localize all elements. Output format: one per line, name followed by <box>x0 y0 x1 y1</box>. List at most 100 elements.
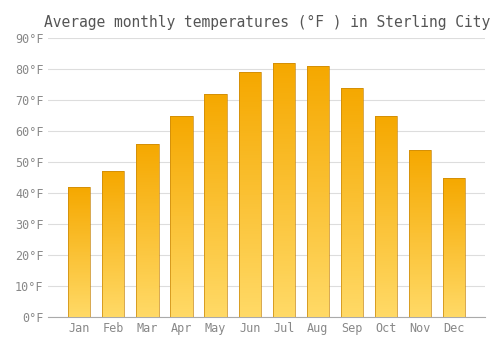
Bar <box>375 122 397 124</box>
Bar <box>341 177 363 180</box>
Bar <box>204 246 227 248</box>
Bar <box>409 225 431 227</box>
Bar <box>375 170 397 172</box>
Bar <box>238 273 260 275</box>
Bar <box>68 222 90 223</box>
Bar <box>68 295 90 296</box>
Bar <box>170 307 192 309</box>
Bar <box>272 309 295 312</box>
Bar <box>375 160 397 162</box>
Bar <box>409 203 431 205</box>
Bar <box>341 239 363 241</box>
Bar <box>102 256 124 257</box>
Bar <box>136 201 158 203</box>
Bar <box>409 198 431 200</box>
Bar <box>68 203 90 204</box>
Bar <box>204 259 227 261</box>
Bar <box>341 173 363 175</box>
Bar <box>68 312 90 313</box>
Bar <box>170 118 192 120</box>
Bar <box>443 201 465 203</box>
Bar <box>102 182 124 183</box>
Bar <box>204 172 227 174</box>
Bar <box>204 125 227 127</box>
Bar <box>238 136 260 138</box>
Bar <box>272 71 295 73</box>
Bar <box>204 170 227 172</box>
Bar <box>341 296 363 299</box>
Bar <box>409 205 431 206</box>
Bar <box>272 251 295 254</box>
Bar <box>170 178 192 180</box>
Bar <box>102 308 124 310</box>
Bar <box>170 154 192 156</box>
Bar <box>136 197 158 199</box>
Bar <box>204 286 227 288</box>
Bar <box>204 150 227 152</box>
Bar <box>409 215 431 217</box>
Title: Average monthly temperatures (°F ) in Sterling City: Average monthly temperatures (°F ) in St… <box>44 15 490 30</box>
Bar <box>136 260 158 261</box>
Bar <box>409 245 431 247</box>
Bar <box>375 186 397 188</box>
Bar <box>306 71 329 74</box>
Bar <box>204 165 227 168</box>
Bar <box>68 315 90 316</box>
Bar <box>375 259 397 261</box>
Bar <box>170 212 192 214</box>
Bar <box>170 285 192 287</box>
Bar <box>306 189 329 191</box>
Bar <box>170 313 192 315</box>
Bar <box>341 258 363 260</box>
Bar <box>102 172 124 317</box>
Bar <box>272 259 295 261</box>
Bar <box>341 108 363 111</box>
Bar <box>272 226 295 228</box>
Bar <box>68 195 90 196</box>
Bar <box>136 208 158 210</box>
Bar <box>306 282 329 285</box>
Bar <box>136 203 158 204</box>
Bar <box>102 203 124 205</box>
Bar <box>341 209 363 212</box>
Bar <box>306 277 329 279</box>
Bar <box>341 276 363 278</box>
Bar <box>443 217 465 218</box>
Bar <box>68 268 90 269</box>
Bar <box>409 158 431 160</box>
Bar <box>409 287 431 289</box>
Bar <box>341 196 363 198</box>
Bar <box>306 219 329 222</box>
Bar <box>306 257 329 259</box>
Bar <box>375 283 397 285</box>
Bar <box>272 195 295 198</box>
Bar <box>443 243 465 245</box>
Bar <box>443 219 465 221</box>
Bar <box>306 264 329 267</box>
Bar <box>341 122 363 125</box>
Bar <box>375 204 397 206</box>
Bar <box>68 226 90 227</box>
Bar <box>272 223 295 226</box>
Bar <box>443 296 465 297</box>
Bar <box>272 177 295 180</box>
Bar <box>238 158 260 160</box>
Bar <box>204 163 227 165</box>
Bar <box>306 262 329 264</box>
Bar <box>443 316 465 317</box>
Bar <box>409 282 431 284</box>
Bar <box>204 136 227 139</box>
Bar <box>375 295 397 297</box>
Bar <box>306 84 329 86</box>
Bar <box>170 309 192 311</box>
Bar <box>238 236 260 239</box>
Bar <box>136 298 158 300</box>
Bar <box>375 303 397 305</box>
Bar <box>204 105 227 107</box>
Bar <box>443 226 465 228</box>
Bar <box>204 315 227 317</box>
Bar <box>409 250 431 252</box>
Bar <box>409 247 431 248</box>
Bar <box>204 156 227 159</box>
Bar <box>102 304 124 306</box>
